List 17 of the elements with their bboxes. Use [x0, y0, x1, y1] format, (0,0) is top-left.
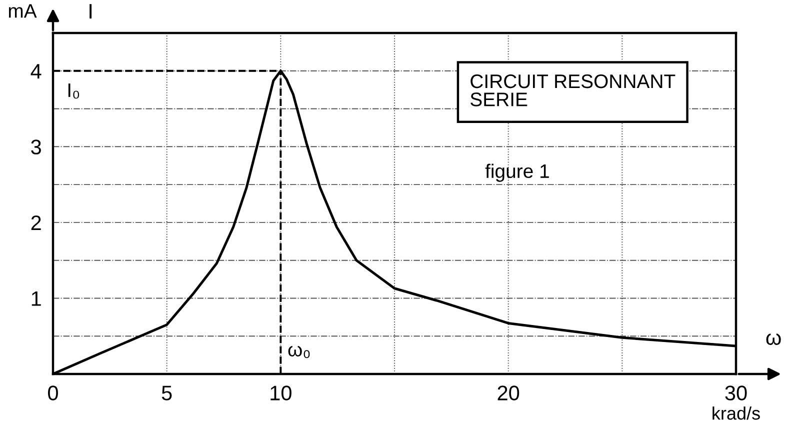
ref-line-label: ω₀ [288, 346, 310, 358]
x-tick-label: 0 [48, 386, 58, 400]
x-tick-label: 30 [725, 386, 747, 400]
x-axis-title: ω [766, 334, 781, 345]
annotation: figure 1 [485, 164, 549, 182]
y-axis-title: I [90, 4, 92, 18]
text: krad/s [712, 406, 760, 420]
y-tick-label: 3 [31, 140, 41, 154]
y-tick-label: 2 [31, 215, 41, 230]
ref-line-label: I₀ [68, 84, 80, 99]
y-tick-label: 1 [32, 291, 41, 306]
x-tick-label: 20 [498, 386, 520, 400]
x-tick-label: 5 [162, 386, 172, 400]
annotation: CIRCUIT RESONNANT SERIE [470, 74, 676, 106]
y-tick-label: 4 [30, 64, 42, 78]
x-tick-label: 10 [270, 386, 292, 400]
text: mA [8, 4, 37, 18]
